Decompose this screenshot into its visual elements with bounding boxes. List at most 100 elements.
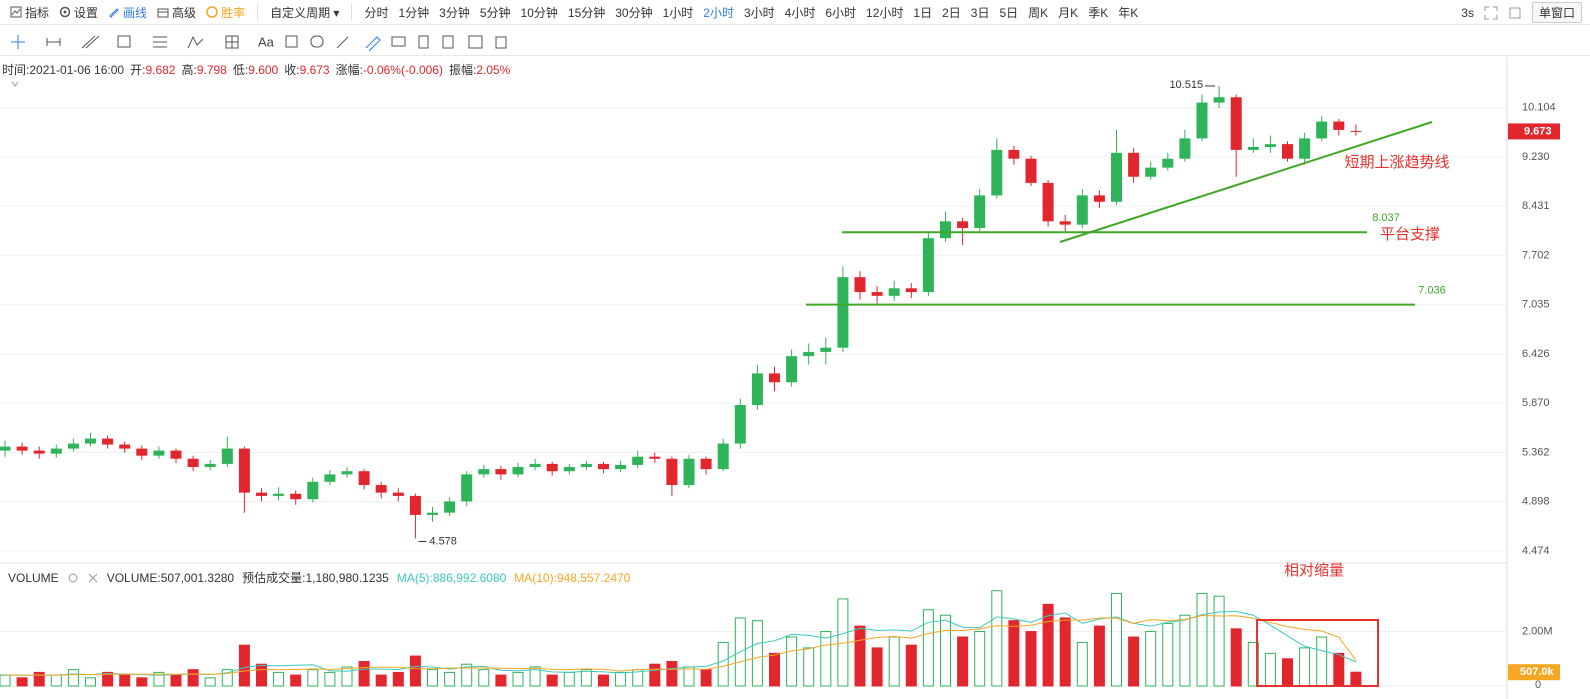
refresh[interactable]: 3s [1461, 5, 1474, 20]
period[interactable]: 1分钟 [398, 5, 430, 20]
volume-bar [273, 671, 285, 687]
period[interactable]: 10分钟 [520, 5, 558, 20]
icon [206, 6, 218, 18]
volume-bar [444, 671, 456, 687]
tool[interactable]: 画线 [108, 4, 147, 21]
candle-body [991, 149, 1003, 196]
high-annotation: 10.515 [1169, 79, 1203, 91]
volume-bar [85, 677, 96, 687]
period[interactable]: 2小时 [703, 5, 734, 20]
candle-body [1282, 144, 1293, 159]
period[interactable]: 5日 [999, 5, 1019, 20]
candle-body [820, 347, 832, 352]
candle-body [1316, 121, 1328, 139]
candle-body [33, 450, 45, 454]
y-tick-label: 4.898 [1522, 496, 1550, 508]
text-tool[interactable]: Aa [258, 34, 275, 49]
settings-icon[interactable] [1508, 6, 1522, 20]
volume-bar [341, 666, 353, 687]
candle-body [358, 471, 370, 486]
volume-bar [683, 666, 695, 687]
info-label: 开: [130, 63, 146, 77]
custom-period[interactable]: 自定义周期 ▾ [270, 5, 340, 20]
period[interactable]: 6小时 [825, 5, 857, 20]
volume-bar [1333, 652, 1345, 687]
candle-body [888, 288, 900, 296]
candle-body [187, 458, 199, 468]
period[interactable]: 月K [1058, 5, 1079, 20]
tool-icons[interactable] [46, 35, 507, 52]
period[interactable]: 周K [1028, 5, 1049, 20]
period[interactable]: 分时 [364, 5, 389, 20]
candle-body [427, 512, 438, 515]
volume-bar [1247, 641, 1259, 687]
candle-body [461, 474, 473, 502]
volume-bar [16, 677, 28, 687]
volume-bar [119, 674, 131, 687]
volume-bar [153, 671, 165, 687]
tool[interactable]: 高级 [157, 4, 196, 21]
period[interactable]: 3小时 [743, 5, 775, 20]
candle-body [85, 438, 96, 444]
period[interactable]: 4小时 [784, 5, 816, 20]
info-value: 2021-01-06 16:00 [29, 63, 125, 77]
period[interactable]: 季K [1088, 5, 1109, 20]
volume-bar [1230, 628, 1242, 687]
volume-bar [854, 625, 866, 687]
tool[interactable]: 胜率 [206, 4, 245, 21]
y-tick-label: 6.426 [1522, 348, 1550, 360]
candle-body [1247, 147, 1259, 150]
ma10-label: MA(10):948,557.2470 [514, 570, 631, 585]
candle-body [409, 495, 421, 515]
tool-label: 胜率 [221, 5, 246, 20]
settings-icon[interactable] [67, 572, 79, 584]
period[interactable]: 3分钟 [439, 5, 470, 20]
candle-body [67, 443, 79, 449]
period[interactable]: 年K [1118, 5, 1139, 20]
period[interactable]: 12小时 [866, 5, 904, 20]
close-icon[interactable] [87, 572, 99, 584]
period[interactable]: 15分钟 [567, 5, 606, 20]
volume-bar [1111, 592, 1122, 687]
volume-bar [974, 631, 986, 687]
fullscreen-icon[interactable] [1484, 6, 1498, 20]
volume-bar [358, 661, 370, 687]
volume-bar [563, 671, 575, 687]
candle-body [563, 467, 575, 472]
support-value: 7.036 [1418, 285, 1446, 297]
candle-body [598, 463, 609, 470]
volume-bar [256, 663, 267, 687]
window-button[interactable]: 单窗口 [1531, 2, 1582, 23]
candle-body [102, 438, 114, 445]
tool[interactable]: 设置 [59, 4, 98, 21]
candle-body [324, 474, 336, 482]
candle-body [1128, 152, 1140, 177]
period[interactable]: 30分钟 [615, 5, 653, 20]
ma5-line [5, 610, 1357, 676]
tool-crosshair[interactable] [11, 35, 25, 49]
period[interactable]: 5分钟 [479, 5, 511, 20]
tool[interactable]: 指标 [10, 4, 49, 21]
info-value: -0.06%(-0.006) [362, 63, 443, 77]
period[interactable]: 1日 [913, 5, 933, 20]
volume-bar [461, 663, 473, 687]
candle-body [1196, 102, 1208, 139]
candle-body [751, 373, 763, 406]
tool-label: 指标 [25, 5, 50, 20]
candle-body [170, 450, 182, 459]
volume-bar [871, 647, 883, 687]
period[interactable]: 3日 [970, 5, 990, 20]
candle-body [1350, 130, 1362, 132]
volume-bar [734, 617, 746, 687]
volume-bar [546, 674, 558, 687]
candle-body [700, 458, 712, 470]
volume-bar [1350, 671, 1362, 687]
period[interactable]: 1小时 [662, 5, 694, 20]
period[interactable]: 2日 [942, 5, 961, 20]
candle-body [50, 448, 62, 454]
icon [10, 6, 22, 18]
candle-body [119, 444, 131, 449]
volume-bar [632, 669, 644, 687]
candle-body [221, 448, 233, 464]
